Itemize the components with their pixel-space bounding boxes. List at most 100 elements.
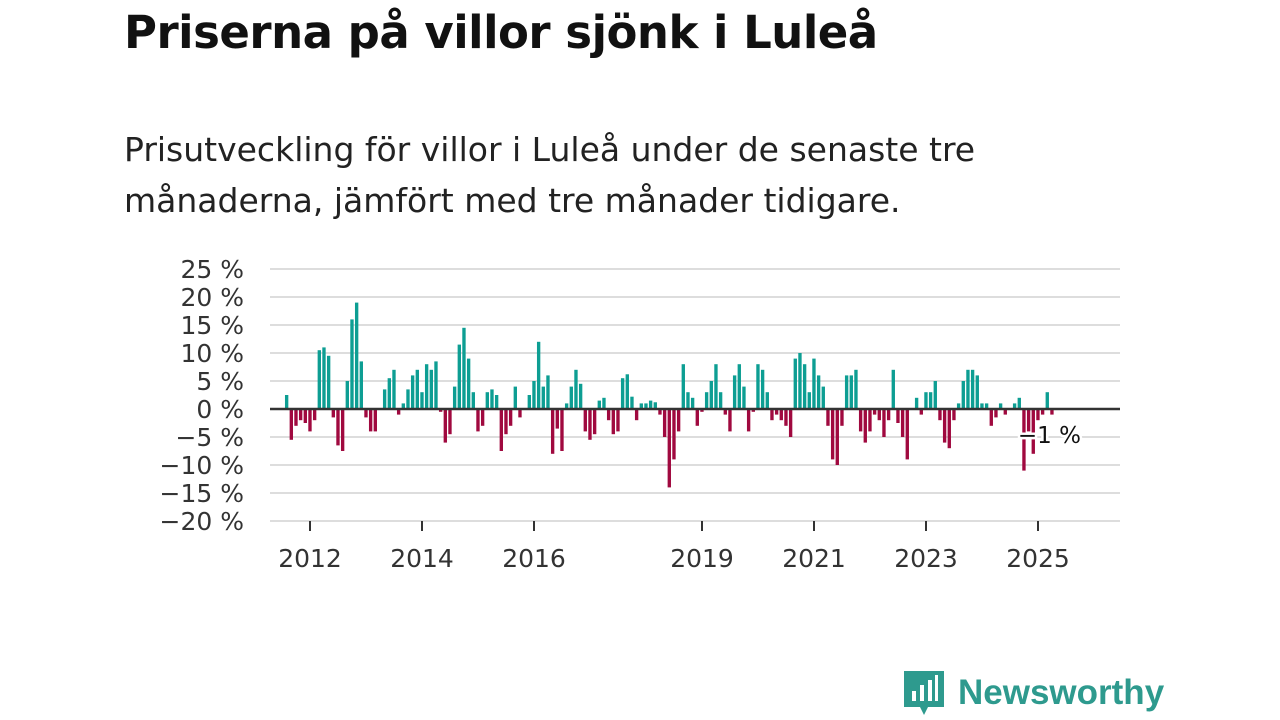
bar — [690, 397, 695, 409]
bar — [527, 395, 531, 409]
bar — [723, 409, 727, 415]
x-tick-label: 2016 — [502, 544, 566, 573]
bar — [560, 409, 564, 451]
bar — [583, 409, 587, 432]
bar — [1022, 409, 1026, 471]
bar — [312, 409, 317, 421]
x-tick-label: 2023 — [894, 544, 958, 573]
bar — [438, 409, 443, 412]
bar — [653, 402, 657, 409]
bar — [504, 409, 508, 435]
bar — [1017, 397, 1021, 409]
bar — [588, 409, 592, 440]
gridlines — [270, 268, 1120, 522]
bar — [980, 403, 984, 409]
bar — [616, 409, 620, 432]
bar — [368, 409, 373, 432]
bar — [821, 386, 825, 409]
bar — [984, 403, 989, 409]
y-tick-label: −5 % — [175, 423, 244, 452]
bar — [826, 409, 830, 426]
bar — [541, 386, 545, 409]
bar — [686, 392, 690, 409]
bar — [494, 395, 499, 409]
bar — [863, 409, 867, 443]
bar — [392, 369, 396, 409]
bar — [578, 383, 583, 409]
bar — [401, 403, 405, 409]
bar — [658, 409, 662, 415]
bar — [396, 409, 401, 415]
bar — [1036, 409, 1040, 421]
newsworthy-logo[interactable]: Newsworthy — [902, 668, 1164, 718]
bar — [868, 409, 872, 432]
y-tick-label: 20 % — [180, 283, 244, 312]
bar — [387, 378, 391, 409]
bar — [896, 409, 900, 423]
bar — [765, 392, 769, 409]
bar — [326, 355, 331, 409]
bar — [611, 409, 615, 435]
bar — [420, 392, 424, 409]
bar — [854, 369, 858, 409]
bar — [1050, 409, 1054, 415]
bar — [564, 403, 569, 409]
y-axis-labels: 25 %20 %15 %10 %5 %0 %−5 %−10 %−15 %−20 … — [160, 255, 244, 536]
bar — [877, 409, 881, 421]
bar — [746, 409, 751, 432]
x-tick-label: 2014 — [390, 544, 454, 573]
bar — [415, 369, 419, 409]
bar — [975, 375, 979, 409]
bar — [480, 409, 485, 426]
bar — [835, 409, 839, 465]
bar — [448, 409, 452, 435]
bar — [350, 319, 354, 409]
bar — [1003, 409, 1007, 415]
y-tick-label: 10 % — [180, 339, 244, 368]
y-tick-label: 5 % — [196, 367, 244, 396]
bar — [961, 381, 965, 409]
bar — [308, 409, 312, 432]
bar — [742, 386, 746, 409]
bar — [574, 369, 578, 409]
bar — [695, 409, 699, 426]
bar — [891, 369, 895, 409]
bar — [298, 409, 303, 421]
bar — [536, 341, 541, 409]
y-tick-label: −10 % — [160, 451, 244, 480]
bar — [798, 353, 802, 409]
bar — [382, 389, 387, 409]
y-tick-label: 0 % — [196, 395, 244, 424]
bar — [732, 375, 737, 409]
bar — [900, 409, 905, 437]
bar — [508, 409, 513, 426]
bar — [592, 409, 597, 435]
bar — [970, 369, 975, 409]
bar — [933, 381, 937, 409]
bar — [284, 395, 289, 409]
bar — [844, 375, 849, 409]
bar — [648, 400, 653, 409]
bar — [872, 409, 877, 415]
x-tick-label: 2025 — [1006, 544, 1070, 573]
bar — [928, 392, 933, 409]
bar — [434, 361, 438, 409]
bar — [816, 375, 821, 409]
bar — [914, 397, 919, 409]
bar — [294, 409, 298, 426]
bar — [513, 386, 517, 409]
bar — [812, 358, 816, 409]
bar — [620, 378, 625, 409]
bar — [662, 409, 667, 437]
bar — [331, 409, 335, 418]
bar — [709, 381, 713, 409]
bar — [597, 400, 601, 409]
bar — [634, 409, 639, 421]
x-tick-label: 2021 — [782, 544, 846, 573]
bar — [942, 409, 947, 443]
bar — [340, 409, 345, 451]
bar — [770, 409, 774, 421]
bar — [807, 392, 811, 409]
bar — [858, 409, 863, 432]
bar — [793, 358, 797, 409]
